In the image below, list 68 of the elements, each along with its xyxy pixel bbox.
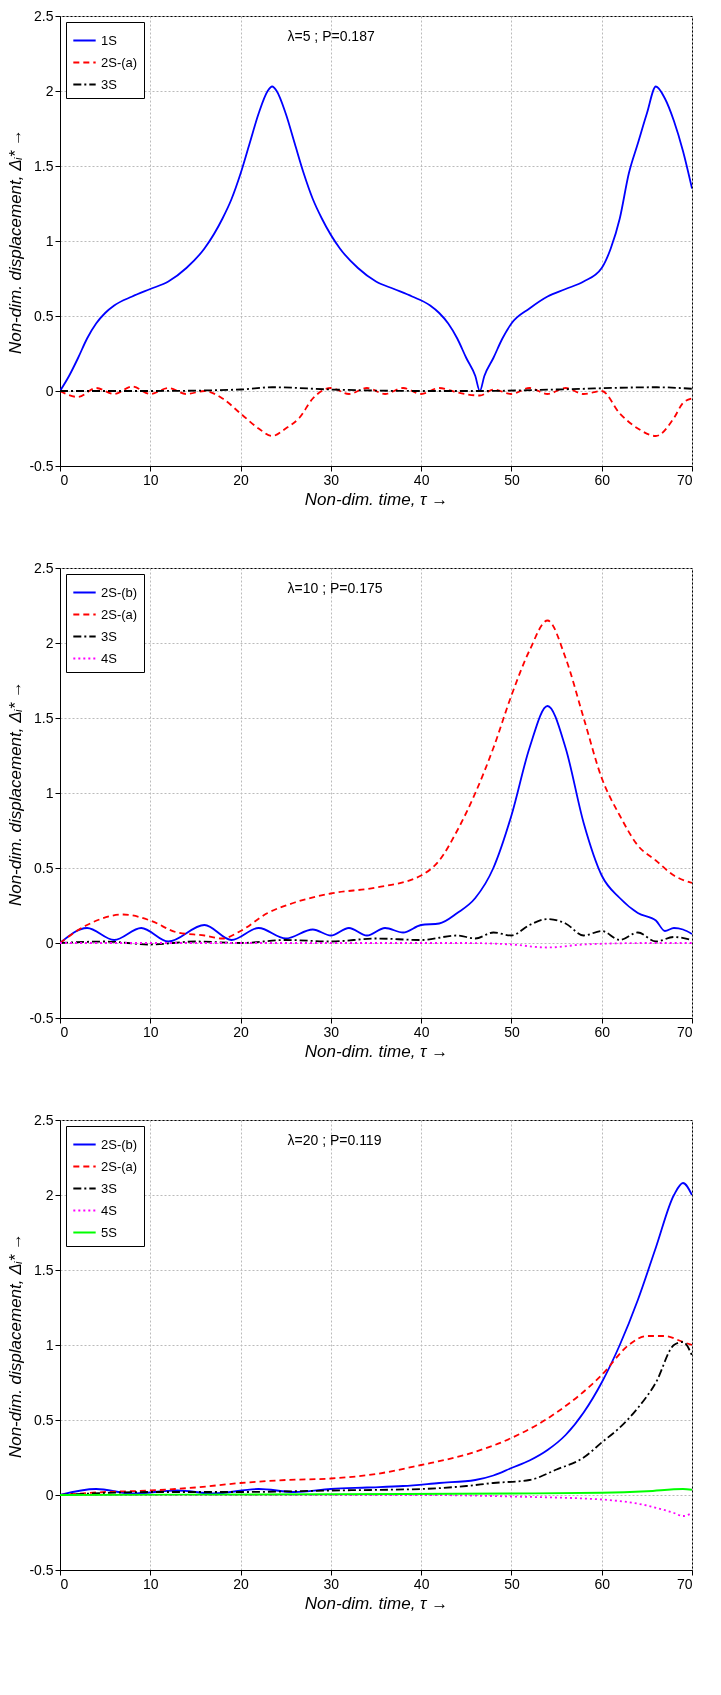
y-tick-label: 1: [45, 1336, 54, 1353]
line-series: [60, 1182, 692, 1496]
x-tick-label: 40: [413, 471, 430, 488]
annotation: λ=5 ; P=0.187: [287, 28, 375, 44]
y-tick-label: 1: [45, 232, 54, 249]
x-tick-label: 0: [60, 1023, 69, 1040]
y-tick-label: 1: [45, 784, 54, 801]
legend-label: 4S: [101, 650, 118, 666]
y-tick-label: 2: [45, 82, 54, 99]
x-tick-label: 40: [413, 1575, 430, 1592]
x-tick-label: 20: [233, 471, 250, 488]
y-tick-label: -0.5: [29, 1009, 54, 1026]
legend-label: 2S-(b): [101, 584, 138, 600]
y-tick-label: 0.5: [34, 859, 54, 876]
legend-label: 2S-(a): [101, 54, 138, 70]
y-tick-label: 2.5: [34, 1111, 54, 1128]
annotation: λ=20 ; P=0.119: [287, 1132, 382, 1148]
x-tick-label: 10: [143, 1575, 159, 1592]
x-tick-label: 60: [594, 1023, 611, 1040]
x-tick-label: 50: [504, 1023, 520, 1040]
y-tick-label: 2: [45, 634, 54, 651]
y-tick-label: 0.5: [34, 307, 54, 324]
x-tick-label: 50: [504, 471, 520, 488]
legend-label: 4S: [101, 1202, 118, 1218]
y-tick-label: 0: [45, 1486, 54, 1503]
x-tick-label: 60: [594, 1575, 611, 1592]
x-tick-label: 50: [504, 1575, 520, 1592]
legend-label: 3S: [101, 1180, 118, 1196]
x-tick-label: 40: [413, 1023, 430, 1040]
y-tick-label: 1.5: [34, 157, 54, 174]
legend-label: 2S-(b): [101, 1136, 138, 1152]
y-tick-label: -0.5: [29, 1561, 54, 1578]
x-tick-label: 0: [60, 1575, 69, 1592]
y-tick-label: 1.5: [34, 1261, 54, 1278]
y-tick-label: 2.5: [34, 7, 54, 24]
x-axis-title: Non-dim. time, τ →: [304, 1593, 449, 1613]
y-tick-label: 2: [45, 1186, 54, 1203]
y-tick-label: 2.5: [34, 559, 54, 576]
line-series: [60, 385, 692, 437]
y-tick-label: 0: [45, 382, 54, 399]
y-tick-label: 0.5: [34, 1411, 54, 1428]
legend-label: 5S: [101, 1224, 118, 1240]
y-axis-title: Non-dim. displacement, Δᵢ* →: [6, 680, 26, 907]
legend-label: 2S-(a): [101, 606, 138, 622]
x-tick-label: 30: [323, 1575, 340, 1592]
x-tick-label: 30: [323, 471, 340, 488]
annotation: λ=10 ; P=0.175: [287, 580, 383, 596]
legend-label: 3S: [101, 76, 118, 92]
x-tick-label: 20: [233, 1023, 250, 1040]
x-tick-label: 70: [676, 1575, 693, 1592]
x-tick-label: 70: [676, 1023, 693, 1040]
x-tick-label: 0: [60, 471, 69, 488]
y-axis-title: Non-dim. displacement, Δᵢ* →: [6, 128, 26, 355]
y-tick-label: 0: [45, 934, 54, 951]
y-tick-label: -0.5: [29, 457, 54, 474]
x-tick-label: 20: [233, 1575, 250, 1592]
legend-label: 1S: [101, 32, 118, 48]
legend-label: 3S: [101, 628, 118, 644]
x-axis-title: Non-dim. time, τ →: [304, 1041, 449, 1061]
x-tick-label: 10: [143, 1023, 159, 1040]
x-tick-label: 70: [676, 471, 693, 488]
x-axis-title: Non-dim. time, τ →: [304, 489, 449, 509]
x-tick-label: 60: [594, 471, 611, 488]
legend-label: 2S-(a): [101, 1158, 138, 1174]
x-tick-label: 30: [323, 1023, 340, 1040]
y-tick-label: 1.5: [34, 709, 54, 726]
x-tick-label: 10: [143, 471, 159, 488]
y-axis-title: Non-dim. displacement, Δᵢ* →: [6, 1232, 26, 1459]
